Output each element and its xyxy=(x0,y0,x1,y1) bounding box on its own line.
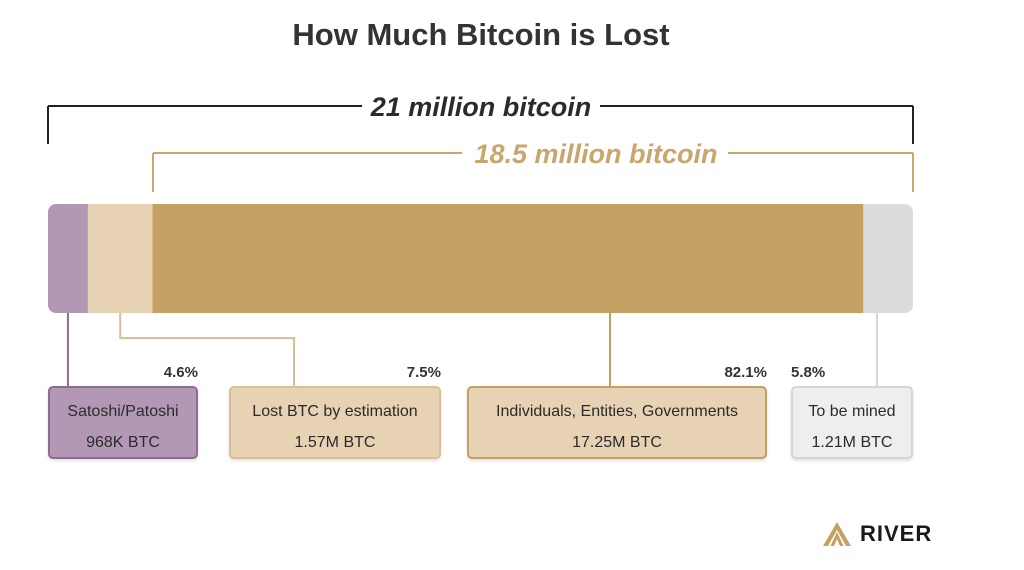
bar-segment-3 xyxy=(152,204,864,313)
segment-category-label: To be mined xyxy=(808,403,896,420)
segment-category-label: Lost BTC by estimation xyxy=(252,403,418,420)
bar-segment-2 xyxy=(87,204,154,313)
segment-value-label: 17.25M BTC xyxy=(572,434,662,451)
mined-bracket-label: 18.5 million bitcoin xyxy=(474,139,717,169)
brand-logo: RIVER xyxy=(822,521,932,547)
river-logo-icon xyxy=(823,522,851,546)
segment-card-2: Lost BTC by estimation 1.57M BTC xyxy=(229,386,441,459)
segment-category-label: Individuals, Entities, Governments xyxy=(496,403,738,420)
segment-percent-label: 4.6% xyxy=(163,364,198,381)
brand-name: RIVER xyxy=(860,521,933,546)
segment-percent-label: 82.1% xyxy=(724,364,767,381)
segment-percent-label: 7.5% xyxy=(406,364,441,381)
chart-title: How Much Bitcoin is Lost xyxy=(292,17,670,52)
total-bracket: 21 million bitcoin xyxy=(47,92,914,144)
total-bracket-label: 21 million bitcoin xyxy=(370,92,592,122)
bar-segment-4 xyxy=(863,204,913,313)
bar-segment-1 xyxy=(48,204,89,313)
segment-value-label: 1.57M BTC xyxy=(294,434,376,451)
segment-category-label: Satoshi/Patoshi xyxy=(67,403,179,420)
segment-card-3: Individuals, Entities, Governments 17.25M… xyxy=(467,386,767,459)
segment-value-label: 1.21M BTC xyxy=(811,434,893,451)
segment-card-4: To be mined 1.21M BTC xyxy=(791,386,913,459)
segment-card-1: Satoshi/Patoshi 968K BTC xyxy=(48,386,198,459)
mined-bracket: 18.5 million bitcoin xyxy=(152,139,914,192)
segment-percent-label: 5.8% xyxy=(791,364,826,381)
connector-line-2 xyxy=(119,313,295,387)
segment-value-label: 968K BTC xyxy=(86,434,160,451)
